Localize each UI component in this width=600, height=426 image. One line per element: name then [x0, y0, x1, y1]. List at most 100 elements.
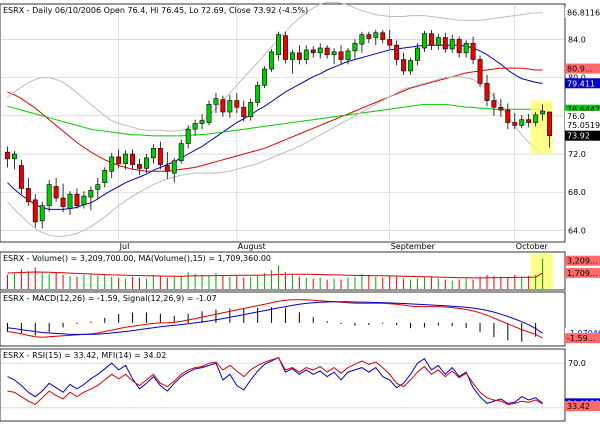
volume-tag: 1,709... — [565, 267, 600, 278]
price-tick-label: 84.0 — [568, 35, 586, 44]
candle — [331, 48, 337, 65]
candle — [526, 113, 532, 128]
candle — [317, 43, 323, 59]
price-panel: ESRX - Daily 06/10/2006 Open 76.4, Hi 76… — [0, 1, 600, 251]
candle — [123, 150, 129, 170]
candle — [366, 31, 372, 44]
candle — [206, 100, 212, 126]
month-label: August — [238, 242, 266, 251]
volume-panel-frame — [0, 251, 566, 291]
volume-last-highlight — [530, 254, 553, 289]
svg-text:76.6447: 76.6447 — [567, 106, 600, 115]
candle — [394, 40, 400, 66]
candle — [373, 29, 379, 46]
moving-average-line — [7, 1, 543, 132]
price-tag: 86.8116 — [565, 7, 600, 18]
rsi-gridlines — [1, 362, 564, 409]
candle — [192, 119, 198, 136]
candle — [213, 92, 219, 113]
rsi-panel: ESRX - RSI(15) = 33.42, MFI(14) = 34.02 … — [0, 348, 600, 422]
candle — [102, 167, 108, 188]
candle — [116, 149, 122, 169]
svg-text:1,709...: 1,709... — [567, 269, 598, 278]
candle — [25, 177, 31, 206]
candle — [171, 157, 177, 183]
candle — [540, 104, 546, 121]
candle — [234, 92, 240, 113]
candle — [512, 112, 518, 130]
macd-tag: -1.59... — [565, 333, 600, 344]
candle — [185, 125, 191, 149]
volume-tags: 3,209... 1,709... — [565, 255, 600, 278]
rsi-tags: 34.015833.42 — [565, 398, 600, 412]
candle — [18, 159, 24, 195]
candle — [408, 57, 413, 75]
price-tag: 76.0 — [565, 110, 600, 121]
svg-text:75.0519: 75.0519 — [567, 121, 600, 130]
candle — [248, 98, 254, 121]
candle — [60, 183, 66, 213]
candle — [144, 154, 149, 174]
candle — [310, 46, 316, 58]
candle — [199, 113, 205, 130]
svg-text:33.42: 33.42 — [567, 402, 590, 411]
candle — [345, 48, 351, 65]
candle — [296, 45, 302, 65]
candle — [463, 40, 469, 58]
candle — [421, 30, 427, 52]
price-tag: 80.9... — [565, 63, 600, 74]
macd-title: ESRX - MACD(12,26) = -1.59, Signal(12,26… — [3, 294, 217, 303]
candle — [178, 139, 184, 164]
candle — [498, 98, 504, 117]
svg-text:86.8116: 86.8116 — [567, 9, 600, 18]
candle — [32, 194, 38, 228]
candle — [137, 158, 142, 176]
mfi-line — [7, 356, 543, 404]
candle — [130, 149, 136, 170]
candle — [428, 29, 434, 50]
candle — [484, 74, 490, 107]
svg-text:3,209...: 3,209... — [567, 257, 598, 266]
moving-average-line — [7, 103, 543, 137]
candle — [255, 81, 261, 107]
candle — [442, 32, 448, 53]
rsi-panel-frame — [0, 348, 566, 422]
candle — [164, 152, 170, 179]
candle — [505, 103, 511, 130]
rsi-tag: 33.42 — [565, 401, 600, 412]
macd-tags: -1.07046-1.59... — [565, 328, 600, 344]
candle — [95, 177, 101, 199]
candle — [387, 29, 393, 49]
candle — [352, 39, 358, 59]
price-tag: 73.92 — [565, 130, 600, 141]
candle — [53, 177, 59, 202]
candle — [289, 49, 295, 74]
candle — [262, 66, 268, 89]
volume-ma-line — [7, 271, 543, 279]
candle — [5, 146, 10, 168]
month-labels: Jul August September October — [119, 242, 549, 251]
candle — [109, 153, 115, 178]
volume-title: ESRX - Volume() = 3,209,700.00, MA(Volum… — [3, 254, 271, 263]
candle — [470, 36, 476, 65]
volume-panel: ESRX - Volume() = 3,209,700.00, MA(Volum… — [0, 251, 600, 291]
candle — [46, 179, 52, 212]
candle — [533, 112, 539, 127]
signal-line — [7, 301, 543, 335]
candle — [269, 48, 275, 72]
price-title: ESRX - Daily 06/10/2006 Open 76.4, Hi 76… — [3, 6, 308, 15]
price-tag: 76.6447 — [565, 104, 600, 115]
candle — [435, 33, 441, 50]
month-label: Jul — [119, 242, 130, 251]
candle — [303, 45, 309, 65]
candle — [227, 94, 233, 118]
price-tick-label: 68.0 — [568, 188, 586, 197]
price-tag: 75.0519 — [565, 119, 600, 130]
svg-text:73.92: 73.92 — [567, 132, 590, 141]
svg-text:80.9...: 80.9... — [567, 65, 592, 74]
price-candles — [5, 29, 552, 229]
candle — [338, 45, 344, 65]
candle — [74, 188, 80, 209]
candle — [456, 36, 462, 58]
